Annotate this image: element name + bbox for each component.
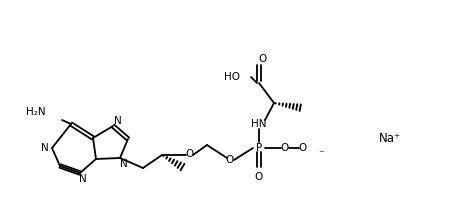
Text: O: O [185, 149, 193, 159]
Text: O: O [226, 155, 234, 165]
Text: HO: HO [224, 72, 239, 82]
Text: O: O [280, 143, 289, 153]
Text: O: O [258, 54, 267, 64]
Text: HN: HN [251, 119, 266, 129]
Text: N: N [41, 143, 49, 153]
Text: O: O [254, 172, 262, 182]
Text: N: N [114, 116, 122, 126]
Text: O: O [298, 143, 306, 153]
Text: Na⁺: Na⁺ [378, 131, 400, 144]
Text: ⁻: ⁻ [318, 149, 323, 159]
Text: P: P [255, 143, 262, 153]
Text: N: N [120, 159, 128, 169]
Text: H₂N: H₂N [26, 107, 46, 117]
Text: N: N [79, 174, 87, 184]
